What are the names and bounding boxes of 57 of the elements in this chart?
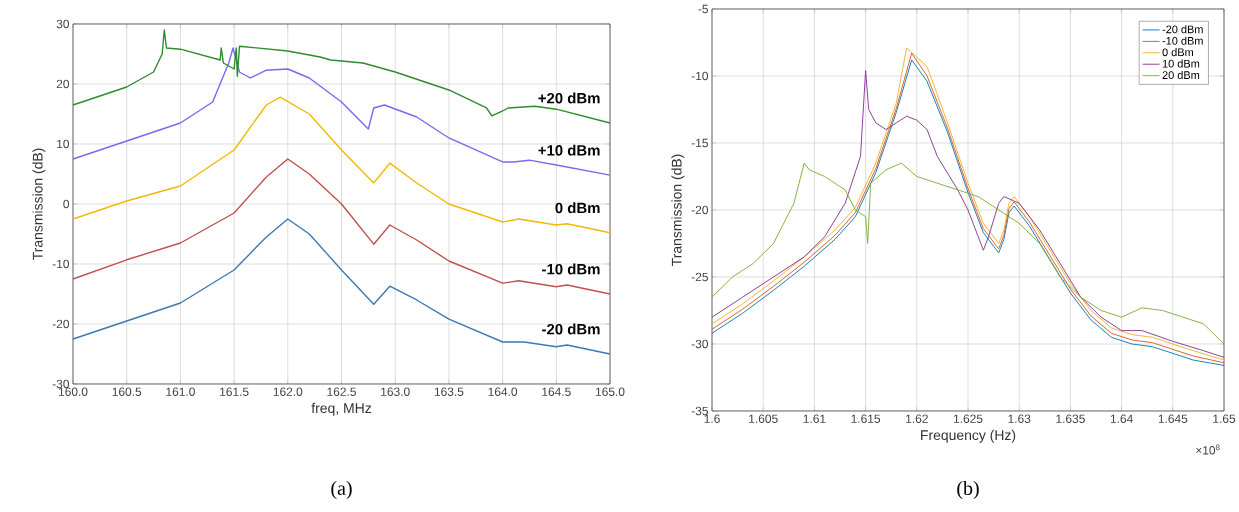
x-tick-label: 1.65	[1213, 414, 1236, 423]
x-tick-label: 1.645	[1158, 414, 1188, 423]
x-tick-label: 162.5	[327, 387, 356, 396]
y-axis-title: Transmission (dB)	[32, 148, 46, 260]
x-tick-label: 1.63	[1008, 414, 1031, 423]
x-tick-label: 162.0	[273, 387, 303, 396]
y-tick-label: -35	[691, 406, 708, 416]
x-tick-label: 163.0	[381, 387, 410, 396]
x-axis-title: Frequency (Hz)	[921, 429, 1016, 443]
series-label: -10 dBm	[542, 263, 600, 275]
line-series	[72, 158, 611, 295]
y-tick-label: -15	[691, 138, 708, 148]
line-series	[72, 29, 611, 124]
text: ×10$^{8}$	[1196, 444, 1220, 455]
line-series	[72, 47, 611, 176]
y-tick-label: -25	[691, 272, 708, 282]
legend-label: -10 dBm	[1162, 36, 1203, 45]
series-label: +20 dBm	[538, 92, 600, 104]
x-tick-label: 164.5	[542, 387, 571, 396]
y-tick-label: -5	[698, 4, 708, 14]
x-tick-label: 1.605	[749, 414, 778, 423]
x-tick-label: 161.5	[220, 387, 249, 396]
y-tick-label: -30	[691, 339, 709, 349]
y-tick-label: 10	[57, 139, 70, 149]
x-tick-label: 1.615	[851, 414, 881, 423]
y-tick-label: -10	[52, 259, 70, 269]
x-tick-label: 163.5	[434, 387, 464, 396]
text: (a)	[331, 480, 352, 500]
series-label: -20 dBm	[542, 323, 600, 335]
x-tick-label: 1.61	[803, 414, 826, 423]
y-axis-title: Transmission (dB)	[671, 154, 685, 266]
legend-label: 20 dBm	[1162, 70, 1200, 79]
series-label: 0 dBm	[555, 202, 600, 214]
x-tick-label: 1.64	[1110, 414, 1133, 423]
y-tick-label: 20	[56, 79, 70, 89]
x-tick-label: 1.635	[1056, 414, 1085, 423]
y-tick-label: -30	[52, 379, 70, 389]
legend-label: 0 dBm	[1162, 48, 1193, 57]
x-tick-label: 160.0	[58, 387, 88, 396]
line-series	[72, 218, 611, 355]
y-tick-label: 30	[56, 19, 70, 29]
x-tick-label: 160.5	[112, 387, 142, 396]
x-tick-label: 164.0	[488, 387, 518, 396]
y-tick-label: 0	[63, 199, 70, 209]
text: (b)	[957, 480, 979, 500]
x-tick-label: 165.0	[595, 387, 625, 396]
legend-label: -20 dBm	[1162, 25, 1203, 34]
x-tick-label: 161.0	[166, 387, 195, 396]
y-tick-label: -10	[691, 71, 709, 81]
x-tick-label: 1.625	[953, 414, 983, 423]
legend-label: 10 dBm	[1162, 59, 1200, 68]
x-tick-label: 1.62	[906, 414, 928, 423]
y-tick-label: -20	[691, 205, 709, 215]
y-tick-label: -20	[52, 319, 70, 329]
series-label: +10 dBm	[538, 144, 600, 156]
x-tick-label: 1.6	[704, 414, 720, 423]
x-axis-title: freq, MHz	[311, 402, 372, 416]
